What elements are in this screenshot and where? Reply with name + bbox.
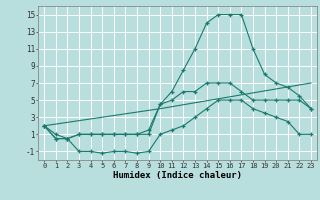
X-axis label: Humidex (Indice chaleur): Humidex (Indice chaleur) <box>113 171 242 180</box>
